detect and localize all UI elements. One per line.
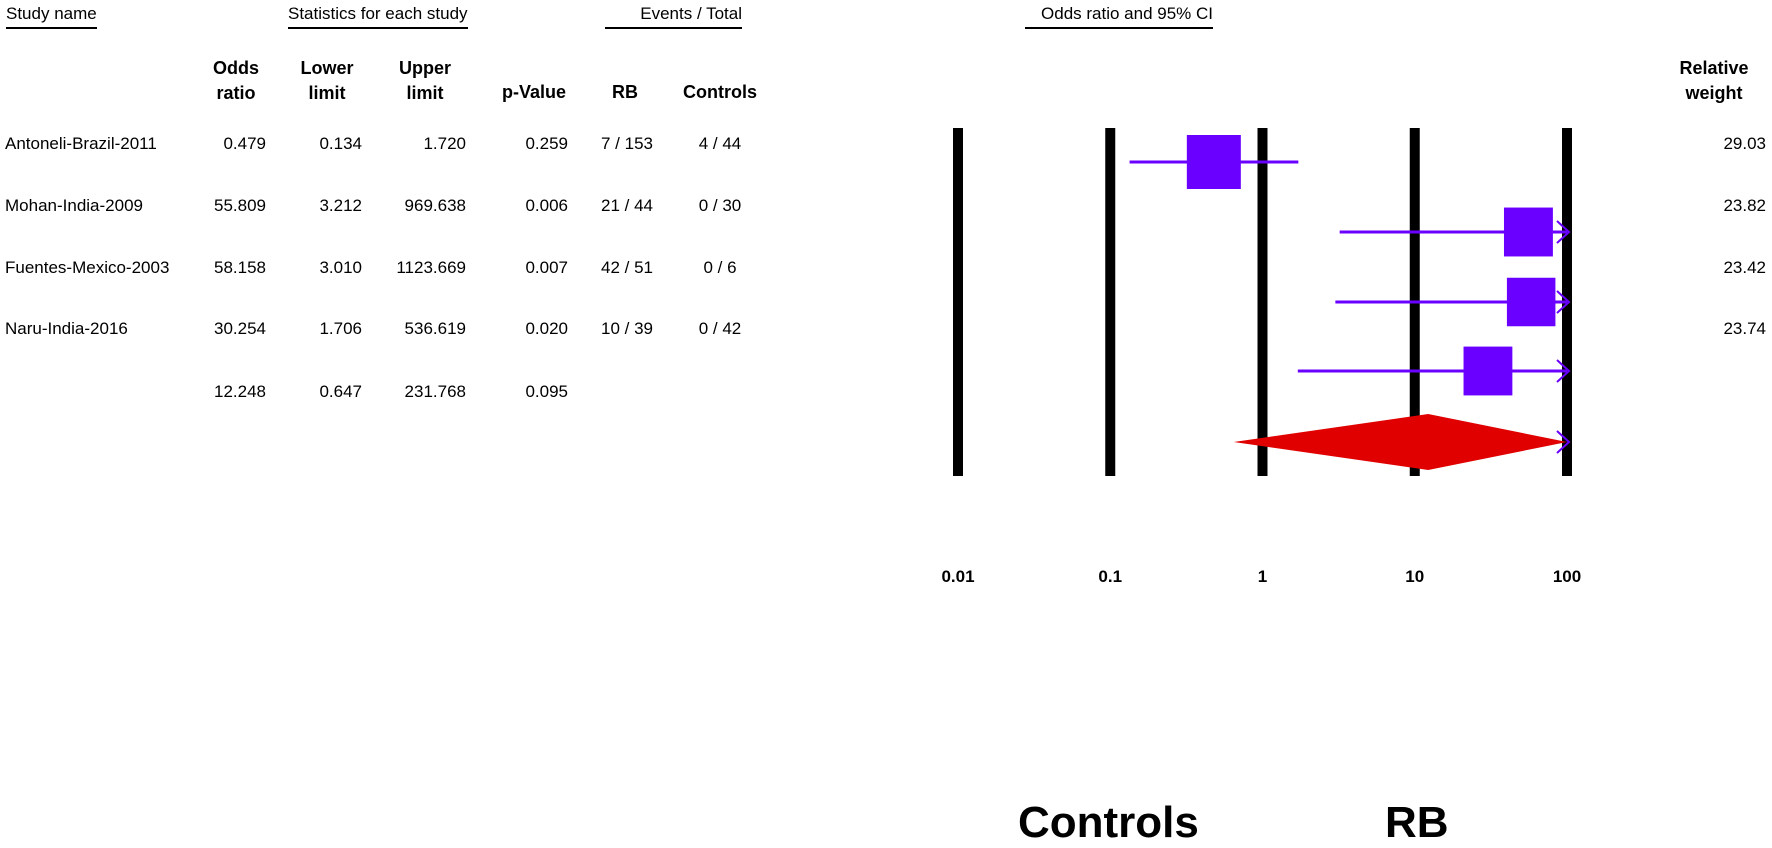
p-value-value: 0.020 [525,319,568,338]
rb-events-value: 7 / 153 [601,134,653,153]
relative-weight-value: 23.74 [1723,319,1766,338]
controls-events-value: 0 / 30 [698,196,742,215]
study-point-box [1503,207,1553,257]
rb-events-value: 42 / 51 [601,258,653,277]
study-name: Mohan-India-2009 [5,196,143,215]
rb-events-value: 10 / 39 [601,319,653,338]
x-tick-label: 0.1 [1098,567,1122,586]
relative-weight-column-header: Relative weight [1679,58,1749,103]
truncation-arrow [1556,359,1571,383]
lower-limit-value: 3.212 [319,196,362,215]
controls-events-value: 0 / 42 [698,319,742,338]
upper-limit-value: 1123.669 [396,258,466,277]
controls-events-value: 0 / 6 [703,258,737,277]
statistics-header: Statistics for each study [288,4,468,29]
truncation-arrow [1556,430,1571,454]
x-tick-label: 0.01 [941,567,974,586]
controls-favor-label: Controls [1018,798,1199,847]
truncation-arrow [1556,290,1571,314]
x-tick-label: 1 [1258,567,1267,586]
study-point-box [1506,277,1556,327]
study-name: Naru-India-2016 [5,319,128,338]
lower-limit-value: 1.706 [319,319,362,338]
odds-ratio-value: 58.158 [214,258,266,277]
upper-limit-value: 969.638 [404,196,466,215]
study-point-box [1186,135,1241,189]
odds-ratio-value: 30.254 [214,319,266,338]
summary-odds-ratio: 12.248 [214,382,266,401]
truncation-arrow [1556,220,1571,244]
controls-column-header: Controls [683,82,757,102]
study-name: Fuentes-Mexico-2003 [5,258,170,277]
rb-column-header: RB [612,82,638,102]
lower-limit-value: 0.134 [319,134,362,153]
upper-limit-column-header: Upper limit [398,58,451,103]
p-value-value: 0.006 [525,196,568,215]
relative-weight-value: 29.03 [1723,134,1766,153]
controls-events-value: 4 / 44 [698,134,742,153]
odds-ratio-value: 55.809 [214,196,266,215]
summary-upper-limit: 231.768 [404,382,466,401]
odds-ratio-column-header: Odds ratio [212,58,259,103]
lower-limit-column-header: Lower limit [300,58,354,103]
study-name-header: Study name [6,4,97,29]
rb-events-value: 21 / 44 [601,196,653,215]
summary-p-value: 0.095 [525,382,568,401]
events-header: Events / Total [605,4,742,29]
or-ci-header: Odds ratio and 95% CI [1025,4,1213,29]
upper-limit-value: 1.720 [423,134,466,153]
x-tick-label: 100 [1553,567,1581,586]
x-tick-label: 10 [1405,567,1424,586]
p-value-value: 0.259 [525,134,568,153]
rb-favor-label: RB [1385,798,1449,847]
summary-diamond [1233,414,1567,470]
study-point-box [1463,346,1513,396]
odds-ratio-value: 0.479 [223,134,266,153]
p-value-column-header: p-Value [501,82,567,102]
p-value-value: 0.007 [525,258,568,277]
study-name: Antoneli-Brazil-2011 [5,134,157,153]
summary-lower-limit: 0.647 [319,382,362,401]
relative-weight-value: 23.42 [1723,258,1766,277]
upper-limit-value: 536.619 [404,319,466,338]
relative-weight-value: 23.82 [1723,196,1766,215]
lower-limit-value: 3.010 [319,258,362,277]
